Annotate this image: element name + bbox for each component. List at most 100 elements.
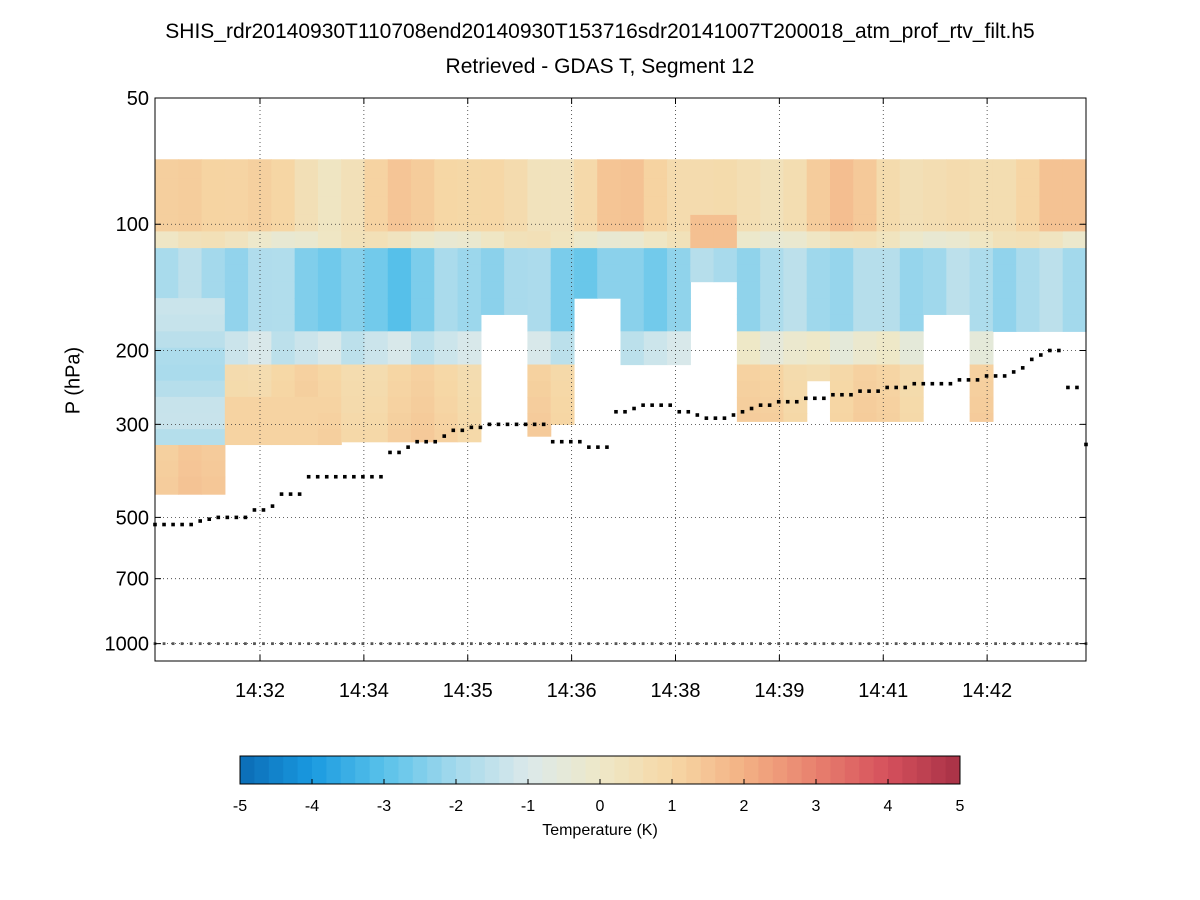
heat-cell: [853, 281, 878, 299]
heat-cell: [899, 331, 924, 349]
colorbar-swatch: [715, 756, 731, 784]
colorbar-swatch: [254, 756, 270, 784]
heat-cell: [224, 347, 249, 366]
heat-cell: [178, 159, 203, 180]
heat-cell: [248, 396, 272, 414]
heat-cell: [736, 396, 761, 414]
heatmap-cells: [155, 159, 1087, 495]
heat-cell: [760, 380, 785, 398]
colorbar-swatch: [945, 756, 961, 784]
flight-level-point: [994, 642, 998, 646]
heat-cell: [1016, 264, 1041, 283]
heat-cell: [829, 248, 854, 266]
heat-cell: [550, 314, 575, 332]
heat-cell: [1016, 248, 1041, 266]
colorbar-swatch: [729, 756, 745, 784]
surface-point: [370, 474, 374, 479]
heat-cell: [457, 248, 482, 266]
heat-cell: [527, 159, 552, 180]
heat-cell: [829, 159, 854, 180]
heat-cell: [434, 281, 459, 299]
heat-cell: [992, 298, 1017, 315]
colorbar-tick-label: -3: [377, 798, 391, 815]
colorbar-tick-label: 0: [596, 798, 605, 815]
colorbar-swatch: [283, 756, 299, 784]
heat-cell: [364, 178, 389, 198]
heat-cell: [876, 347, 901, 366]
heat-cell: [760, 248, 785, 266]
heat-cell: [317, 364, 342, 382]
heat-cell: [271, 347, 296, 366]
heat-cell: [155, 444, 179, 462]
heat-cell: [620, 196, 645, 216]
heat-cell: [736, 196, 761, 216]
heat-cell: [760, 347, 785, 366]
heat-cell: [899, 214, 924, 232]
heat-cell: [271, 214, 296, 232]
surface-point: [767, 403, 772, 407]
heat-cell: [457, 214, 482, 232]
axes-box: [154, 97, 1087, 662]
heat-cell: [667, 281, 691, 299]
heat-cell: [387, 396, 412, 414]
heat-cell: [550, 380, 575, 398]
heat-cell: [760, 364, 785, 382]
flight-level-point: [325, 642, 329, 646]
heat-cell: [504, 231, 529, 249]
heat-cell: [853, 231, 878, 249]
surface-point: [921, 381, 926, 386]
heat-cell: [294, 347, 319, 366]
colorbar-swatch: [643, 756, 659, 784]
heat-cell: [294, 178, 319, 198]
heat-cell: [783, 331, 808, 349]
flight-level-point: [849, 642, 853, 646]
flight-level-point: [1075, 642, 1079, 646]
surface-point: [813, 396, 817, 401]
colorbar-swatch: [484, 756, 500, 784]
heat-cell: [1062, 178, 1087, 198]
heat-cell: [876, 396, 901, 414]
heat-cell: [1062, 248, 1087, 266]
colorbar-swatch: [614, 756, 630, 784]
heat-cell: [434, 347, 459, 366]
heat-cell: [271, 281, 296, 299]
heat-cell: [341, 380, 366, 398]
heat-cell: [736, 347, 761, 366]
heat-cell: [597, 178, 622, 198]
heat-cell: [294, 159, 319, 180]
heat-cell: [387, 159, 412, 180]
heat-cell: [248, 331, 272, 349]
heat-cell: [853, 413, 878, 422]
flight-level-point: [976, 642, 979, 646]
flight-level-point: [424, 642, 428, 646]
heat-cell: [876, 413, 901, 422]
heat-cell: [667, 159, 691, 180]
colorbar-swatch: [340, 756, 356, 784]
colorbar-swatch: [744, 756, 759, 784]
heat-cell: [364, 264, 389, 283]
heat-cell: [992, 159, 1017, 180]
heat-cell: [341, 314, 366, 332]
heat-cell: [178, 380, 203, 398]
heat-cell: [155, 396, 179, 414]
heat-cell: [457, 231, 482, 249]
heat-cell: [1062, 159, 1087, 180]
heat-cell: [1039, 178, 1064, 198]
heat-cell: [527, 298, 552, 315]
colorbar-swatch: [456, 756, 471, 784]
flight-level-point: [1021, 642, 1025, 646]
heat-cell: [480, 298, 505, 315]
surface-point: [343, 474, 347, 479]
surface-point: [315, 474, 320, 479]
flight-level-point: [858, 642, 862, 646]
heat-cell: [550, 281, 575, 299]
flight-level-point: [1057, 642, 1061, 646]
heat-cell: [201, 248, 226, 266]
flight-level-point: [659, 642, 663, 646]
flight-level-point: [370, 642, 374, 646]
flight-level-point: [1039, 642, 1043, 646]
heat-cell: [504, 298, 529, 315]
heat-cell: [969, 396, 994, 414]
heat-cell: [248, 429, 272, 446]
flight-level-point: [732, 642, 735, 646]
